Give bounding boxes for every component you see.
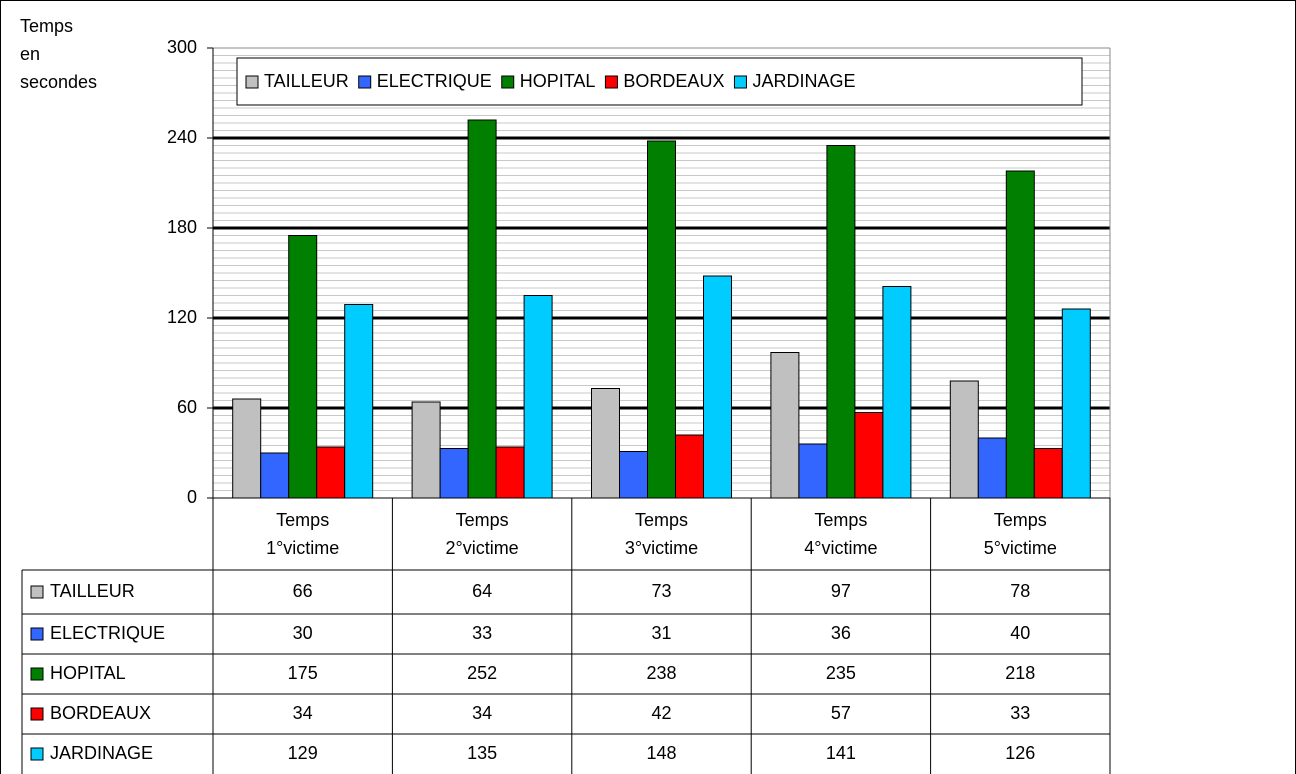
bar: [854, 412, 884, 499]
table-value: 36: [831, 623, 851, 643]
table-value: 66: [293, 581, 313, 601]
legend-key: [501, 75, 515, 89]
bar: [882, 286, 912, 499]
table-value: 33: [1010, 703, 1030, 723]
bar: [703, 275, 732, 499]
bar: [439, 448, 469, 499]
legend-key: [604, 75, 618, 89]
category-label: Temps 1°victime: [266, 510, 340, 558]
category-label: Temps 4°victime: [804, 510, 878, 558]
legend-label: BORDEAUX: [623, 71, 724, 91]
legend-label: HOPITAL: [520, 71, 596, 91]
bar: [495, 446, 525, 499]
table-value: 135: [467, 743, 497, 763]
bar: [591, 388, 620, 499]
table-value: 42: [651, 703, 671, 723]
table-series-name: BORDEAUX: [50, 703, 151, 723]
bar: [619, 451, 648, 499]
category-label: Temps 3°victime: [624, 510, 699, 558]
table-series-name: HOPITAL: [50, 663, 126, 683]
category-label: Temps 5°victime: [983, 510, 1057, 558]
table-value: 126: [1005, 743, 1035, 763]
y-tick-label: 300: [167, 37, 197, 57]
table-series-name: ELECTRIQUE: [50, 623, 165, 643]
table-value: 33: [472, 623, 492, 643]
legend-key: [733, 75, 747, 89]
bar: [344, 304, 374, 499]
y-tick-label: 60: [177, 397, 197, 417]
legend-key: [358, 75, 372, 89]
table-value: 238: [646, 663, 676, 683]
y-tick-label: 180: [167, 217, 197, 237]
bar: [647, 140, 676, 499]
bar: [949, 380, 979, 499]
table-value: 34: [293, 703, 313, 723]
table-value: 97: [831, 581, 851, 601]
bar: [770, 352, 800, 499]
legend-box: [236, 57, 1083, 106]
table-value: 175: [288, 663, 318, 683]
bar: [260, 452, 290, 499]
table-value: 31: [651, 623, 671, 643]
table-legend-key: [30, 627, 44, 641]
table-series-name: TAILLEUR: [50, 581, 135, 601]
bar: [523, 295, 553, 499]
table-series-name: JARDINAGE: [50, 743, 153, 763]
table-legend-key: [30, 667, 44, 681]
table-value: 235: [826, 663, 856, 683]
bar: [232, 398, 262, 499]
table-value: 34: [472, 703, 492, 723]
bar: [1061, 308, 1091, 499]
bar: [826, 145, 856, 499]
y-tick-label: 120: [167, 307, 197, 327]
legend-label: TAILLEUR: [264, 71, 349, 91]
table-value: 64: [472, 581, 492, 601]
bar: [1033, 448, 1063, 499]
y-tick-label: 240: [167, 127, 197, 147]
legend-label: JARDINAGE: [752, 71, 855, 91]
bar: [977, 437, 1007, 499]
table-value: 252: [467, 663, 497, 683]
y-axis-label: Temps en secondes: [20, 16, 98, 92]
y-tick-label: 0: [187, 487, 197, 507]
bar: [798, 443, 828, 499]
bar: [1005, 170, 1035, 499]
table-legend-key: [30, 747, 44, 761]
bar: [411, 401, 441, 499]
table-value: 141: [826, 743, 856, 763]
legend-label: ELECTRIQUE: [377, 71, 492, 91]
table-value: 57: [831, 703, 851, 723]
table-value: 129: [288, 743, 318, 763]
bar: [288, 235, 318, 499]
table-value: 148: [646, 743, 676, 763]
table-legend-key: [30, 585, 44, 599]
table-value: 78: [1010, 581, 1030, 601]
table-value: 40: [1010, 623, 1030, 643]
table-legend-key: [30, 707, 44, 721]
table-value: 30: [293, 623, 313, 643]
bar: [675, 434, 704, 499]
bar: [316, 446, 346, 499]
table-value: 73: [651, 581, 671, 601]
legend-key: [245, 75, 259, 89]
table-value: 218: [1005, 663, 1035, 683]
category-label: Temps 2°victime: [445, 510, 519, 558]
bar: [467, 119, 497, 499]
